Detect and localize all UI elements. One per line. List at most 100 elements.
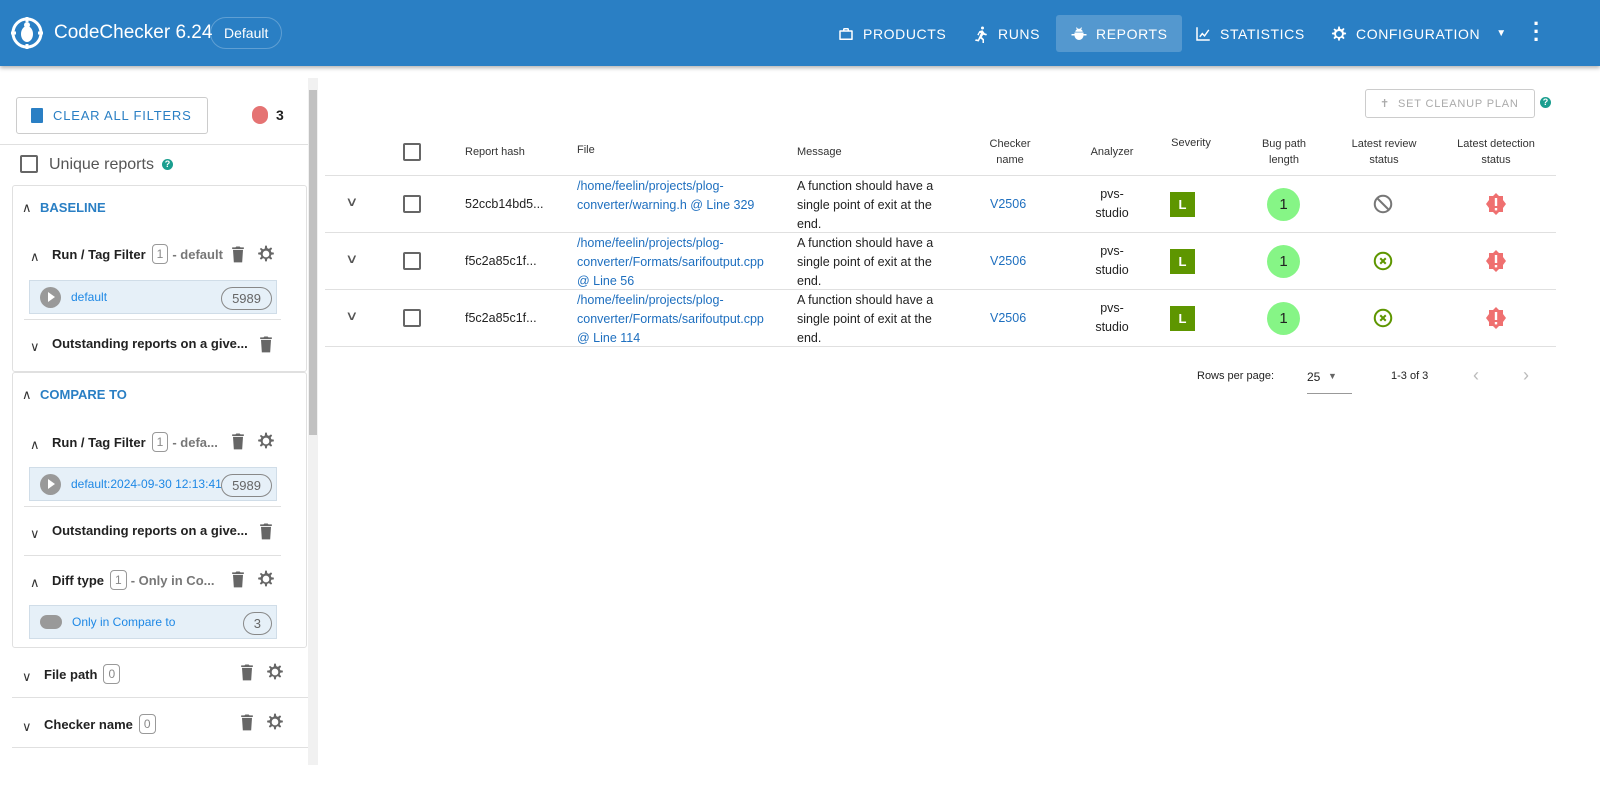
- compare-header[interactable]: ∧ COMPARE TO: [22, 387, 127, 402]
- col-severity[interactable]: Severity: [1171, 137, 1211, 149]
- review-status: [1372, 250, 1394, 275]
- rows-per-page-label: Rows per page:: [1197, 370, 1275, 382]
- compare-outstanding-filter[interactable]: ∨ Outstanding reports on a give...: [30, 523, 248, 541]
- trash-icon[interactable]: [228, 569, 248, 589]
- product-badge[interactable]: Default: [210, 17, 283, 49]
- analyzer: pvs-studio: [1095, 187, 1129, 220]
- trash-icon[interactable]: [256, 334, 276, 354]
- file-path-filter[interactable]: ∨ File path 0: [22, 664, 121, 684]
- diff-type-filter[interactable]: ∧ Diff type 1- Only in Co...: [30, 570, 214, 590]
- clear-all-filters-button[interactable]: CLEAR ALL FILTERS: [16, 97, 208, 134]
- run-item-compare[interactable]: default:2024-09-30 12:13:41 5989: [29, 467, 277, 501]
- unique-reports-label: Unique reports: [49, 156, 154, 173]
- venn-icon: [40, 615, 62, 629]
- next-page-button[interactable]: ›: [1523, 365, 1529, 385]
- rows-per-page-select[interactable]: 25 ▼: [1307, 362, 1352, 394]
- trash-icon[interactable]: [256, 521, 276, 541]
- row-checkbox[interactable]: [403, 195, 421, 213]
- select-all-checkbox[interactable]: [403, 143, 421, 161]
- gear-icon[interactable]: [256, 569, 276, 589]
- nav-products[interactable]: Products: [823, 15, 960, 52]
- expand-row-icon[interactable]: ∨: [345, 308, 359, 323]
- col-report-hash[interactable]: Report hash: [465, 146, 525, 158]
- gear-icon[interactable]: [265, 712, 285, 732]
- bug-path-length[interactable]: 1: [1267, 245, 1300, 278]
- file-link[interactable]: /home/feelin/projects/plog-converter/For…: [577, 236, 764, 288]
- baseline-run-filter[interactable]: ∧ Run / Tag Filter 1- default: [30, 244, 223, 264]
- run-item-default[interactable]: default 5989: [29, 280, 277, 314]
- detection-status: [1484, 192, 1508, 219]
- help-icon[interactable]: ?: [162, 159, 173, 170]
- bug-icon: [252, 106, 268, 124]
- report-hash[interactable]: f5c2a85c1f...: [465, 254, 537, 268]
- trash-icon[interactable]: [228, 244, 248, 264]
- help-icon[interactable]: ?: [1540, 97, 1551, 108]
- col-message[interactable]: Message: [797, 146, 842, 158]
- detection-status: [1484, 306, 1508, 333]
- gear-icon[interactable]: [256, 244, 276, 264]
- sidebar-scrollbar[interactable]: [308, 78, 318, 765]
- pin-icon: ✝: [1380, 98, 1391, 110]
- table-row[interactable]: [325, 176, 1556, 233]
- checker-name-link[interactable]: V2506: [990, 311, 1027, 325]
- nav-reports[interactable]: Reports: [1056, 15, 1182, 52]
- nav-runs[interactable]: Runs: [958, 15, 1054, 52]
- compare-run-filter[interactable]: ∧ Run / Tag Filter 1- defa...: [30, 432, 218, 452]
- row-checkbox[interactable]: [403, 252, 421, 270]
- col-bug-path-length[interactable]: Bug path length: [1261, 138, 1307, 166]
- nav-configuration[interactable]: Configuration ▼: [1316, 15, 1521, 52]
- message: A function should have a single point of…: [797, 293, 934, 345]
- baseline-outstanding-filter[interactable]: ∨ Outstanding reports on a give...: [30, 336, 248, 354]
- baseline-header[interactable]: ∧ BASELINE: [22, 200, 106, 215]
- bug-path-length[interactable]: 1: [1267, 188, 1300, 221]
- false-positive-icon: [1373, 251, 1393, 271]
- chevron-down-icon: ▼: [1496, 28, 1507, 39]
- diff-item[interactable]: Only in Compare to 3: [29, 605, 277, 639]
- col-file[interactable]: File: [577, 144, 595, 156]
- expand-row-icon[interactable]: ∨: [345, 251, 359, 266]
- set-cleanup-plan-button[interactable]: ✝ SET CLEANUP PLAN: [1365, 89, 1535, 118]
- table-row[interactable]: [325, 233, 1556, 290]
- bug-path-length[interactable]: 1: [1267, 302, 1300, 335]
- baseline-section: [12, 185, 307, 372]
- runner-icon: [975, 26, 987, 43]
- gear-icon[interactable]: [256, 431, 276, 451]
- play-icon: [40, 473, 61, 495]
- table-row[interactable]: [325, 290, 1556, 347]
- col-checker-name[interactable]: Checker name: [989, 138, 1031, 166]
- message: A function should have a single point of…: [797, 236, 934, 288]
- unique-reports-checkbox[interactable]: [20, 155, 38, 173]
- nav-statistics[interactable]: Statistics: [1180, 15, 1319, 52]
- checker-name-filter[interactable]: ∨ Checker name 0: [22, 714, 156, 734]
- compare-section: [12, 372, 307, 648]
- analyzer: pvs-studio: [1095, 244, 1129, 277]
- col-analyzer[interactable]: Analyzer: [1090, 146, 1134, 158]
- checker-name-link[interactable]: V2506: [990, 197, 1027, 211]
- new-detection-icon: [1486, 250, 1506, 272]
- new-detection-icon: [1486, 193, 1506, 215]
- expand-row-icon[interactable]: ∨: [345, 194, 359, 209]
- severity-badge: L: [1170, 192, 1195, 217]
- app-title: CodeChecker 6.24: [54, 22, 213, 43]
- col-detection-status[interactable]: Latest detection status: [1457, 138, 1535, 166]
- gear-icon[interactable]: [265, 662, 285, 682]
- file-link[interactable]: /home/feelin/projects/plog-converter/For…: [577, 293, 764, 345]
- review-status: [1372, 307, 1394, 332]
- message: A function should have a single point of…: [797, 179, 934, 231]
- prev-page-button[interactable]: ‹: [1473, 365, 1479, 385]
- chart-line-icon: [1196, 26, 1210, 41]
- checker-name-link[interactable]: V2506: [990, 254, 1027, 268]
- briefcase-icon: [839, 27, 853, 40]
- report-count: 3: [252, 106, 284, 124]
- file-link[interactable]: /home/feelin/projects/plog-converter/war…: [577, 179, 755, 212]
- trash-icon[interactable]: [237, 662, 257, 682]
- col-review-status[interactable]: Latest review status: [1351, 138, 1417, 166]
- report-hash[interactable]: 52ccb14bd5...: [465, 197, 544, 211]
- trash-icon[interactable]: [228, 431, 248, 451]
- row-checkbox[interactable]: [403, 309, 421, 327]
- trash-icon[interactable]: [237, 712, 257, 732]
- unreviewed-icon: [1373, 194, 1393, 214]
- report-hash[interactable]: f5c2a85c1f...: [465, 311, 537, 325]
- bug-icon: [1071, 26, 1087, 40]
- more-menu-icon[interactable]: · · ·: [1533, 11, 1541, 52]
